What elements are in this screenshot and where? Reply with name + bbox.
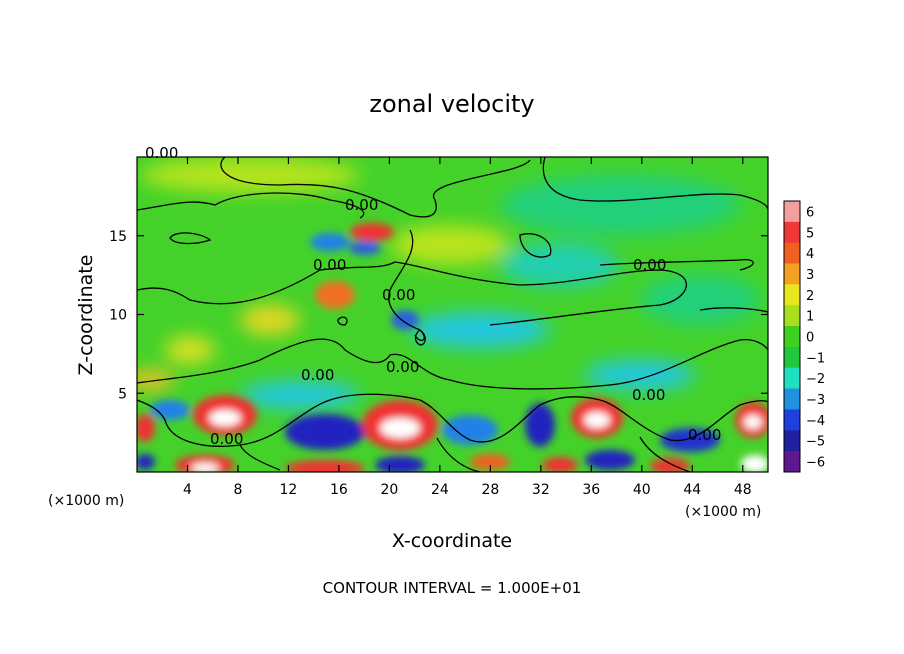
colorbar-tick-label: 1 xyxy=(806,310,814,325)
x-tick-label: 44 xyxy=(683,482,701,498)
colorbar-swatch xyxy=(784,430,800,452)
contour-label: 0.00 xyxy=(633,256,666,274)
colorbar-swatch xyxy=(784,367,800,390)
x-tick-label: 28 xyxy=(481,482,499,498)
contour-interval-footer: CONTOUR INTERVAL = 1.000E+01 xyxy=(323,579,582,597)
contour-label: 0.00 xyxy=(382,286,415,304)
colorbar-swatch xyxy=(784,388,800,410)
colorbar-tick-label: −6 xyxy=(806,456,825,471)
colorbar-swatch xyxy=(784,263,800,285)
colorbar-swatch xyxy=(784,326,800,348)
colorbar-tick-label: 6 xyxy=(806,205,814,220)
colorbar-swatch xyxy=(784,305,800,327)
contour-lines xyxy=(137,157,768,472)
x-tick-label: 16 xyxy=(330,482,348,498)
colorbar-swatch xyxy=(784,221,800,244)
x-tick-label: 24 xyxy=(431,482,449,498)
colorbar-tick-label: 5 xyxy=(806,226,814,241)
colorbar: 6 5 4 3 2 1 0 −1 −2 −3 −4 −5 −6 xyxy=(783,200,825,473)
x-tick-label: 8 xyxy=(233,482,242,498)
x-tick-label: 40 xyxy=(633,482,651,498)
contour-labels: 0.00 0.00 0.00 0.00 0.00 0.00 0.00 0.00 … xyxy=(145,144,721,448)
colorbar-frame xyxy=(783,200,801,473)
contour-label: 0.00 xyxy=(688,426,721,444)
x-tick-label: 20 xyxy=(380,482,398,498)
y-tick-label: 10 xyxy=(109,308,127,324)
colorbar-tick-label: 2 xyxy=(806,289,814,304)
contour-label: 0.00 xyxy=(145,144,178,162)
y-tick-label: 15 xyxy=(109,229,127,245)
x-tick-label: 36 xyxy=(582,482,600,498)
y-axis: 5 10 15 xyxy=(109,229,768,402)
contour-label: 0.00 xyxy=(345,196,378,214)
colorbar-swatch xyxy=(784,284,800,306)
colorbar-swatch xyxy=(784,201,800,223)
contour-label: 0.00 xyxy=(632,386,665,404)
chart-title: zonal velocity xyxy=(369,90,534,118)
colorbar-swatch xyxy=(784,451,800,473)
y-axis-label: Z-coordinate xyxy=(75,255,97,376)
contour-label: 0.00 xyxy=(313,256,346,274)
y-tick-label: 5 xyxy=(118,386,127,402)
colorbar-tick-label: −4 xyxy=(806,414,825,429)
colorbar-tick-label: −3 xyxy=(806,393,825,408)
colorbar-tick-label: −2 xyxy=(806,372,825,387)
x-tick-label: 4 xyxy=(183,482,192,498)
heatmap-field xyxy=(137,157,768,472)
heatmap-strong-features xyxy=(137,223,768,472)
x-unit-left: (×1000 m) xyxy=(48,493,124,509)
colorbar-swatch xyxy=(784,242,800,265)
x-unit-right: (×1000 m) xyxy=(685,504,761,520)
contour-label: 0.00 xyxy=(386,358,419,376)
x-tick-label: 32 xyxy=(532,482,550,498)
x-tick-label: 12 xyxy=(280,482,298,498)
contour-label: 0.00 xyxy=(210,430,243,448)
contour-label: 0.00 xyxy=(301,366,334,384)
colorbar-swatch xyxy=(784,346,800,369)
colorbar-tick-label: 0 xyxy=(806,331,814,346)
x-tick-label: 48 xyxy=(734,482,752,498)
x-axis: 4 8 12 16 20 24 28 32 36 40 44 48 xyxy=(183,157,752,498)
colorbar-tick-label: −5 xyxy=(806,435,825,450)
x-axis-label: X-coordinate xyxy=(392,530,512,552)
colorbar-tick-label: 4 xyxy=(806,247,814,262)
colorbar-tick-label: 3 xyxy=(806,268,814,283)
colorbar-swatch xyxy=(784,409,800,431)
colorbar-tick-label: −1 xyxy=(806,351,825,366)
